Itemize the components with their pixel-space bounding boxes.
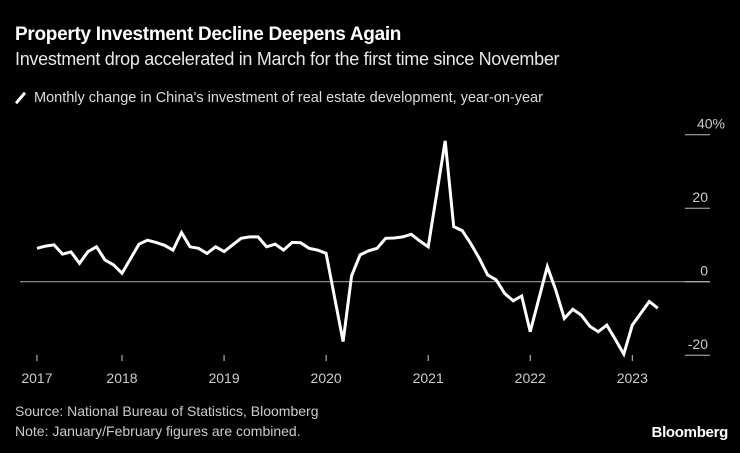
source-note: Source: National Bureau of Statistics, B… — [15, 403, 319, 419]
x-tick-label: 2019 — [208, 370, 239, 386]
x-tick-label: 2017 — [21, 370, 52, 386]
y-tick-label: 40% — [697, 116, 725, 132]
bloomberg-logo: Bloomberg — [651, 424, 729, 441]
x-tick-label: 2022 — [515, 370, 546, 386]
y-tick-label: -20 — [688, 336, 708, 352]
x-tick-label: 2023 — [617, 370, 648, 386]
legend: Monthly change in China's investment of … — [14, 90, 543, 106]
legend-label: Monthly change in China's investment of … — [34, 90, 543, 106]
y-tick-label: 20 — [692, 189, 708, 205]
chart-subtitle: Investment drop accelerated in March for… — [15, 49, 560, 69]
x-tick-label: 2021 — [413, 370, 444, 386]
x-tick-label: 2018 — [106, 370, 137, 386]
series-line — [36, 140, 659, 358]
chart-title: Property Investment Decline Deepens Agai… — [15, 24, 402, 45]
footnote: Note: January/February figures are combi… — [15, 423, 301, 439]
x-tick-label: 2020 — [311, 370, 342, 386]
y-tick-label: 0 — [700, 263, 708, 279]
